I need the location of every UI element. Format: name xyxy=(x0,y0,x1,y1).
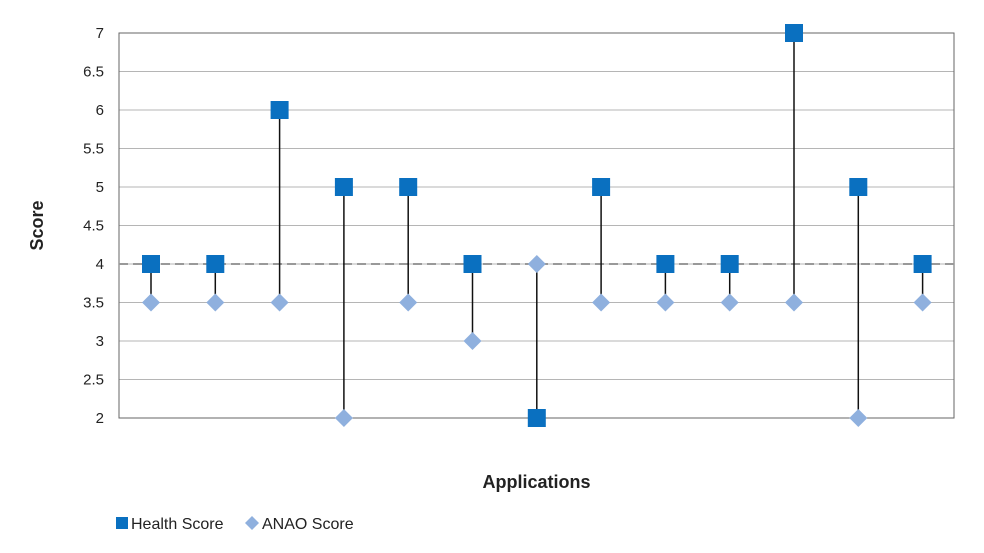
health-score-point xyxy=(270,101,289,119)
anao-score-point xyxy=(913,293,932,312)
x-axis-title: Applications xyxy=(482,472,590,492)
anao-score-point xyxy=(463,332,482,350)
y-tick-label: 5 xyxy=(96,179,104,196)
y-tick-label: 6 xyxy=(96,102,104,119)
anao-score-point xyxy=(399,293,418,312)
health-score-point xyxy=(849,178,868,196)
legend-anao-marker xyxy=(245,516,259,530)
health-score-point xyxy=(720,255,739,273)
y-tick-label: 5.5 xyxy=(83,141,104,158)
health-score-point xyxy=(334,178,353,196)
legend-health-label: Health Score xyxy=(131,516,224,533)
legend-health-marker xyxy=(116,517,128,529)
anao-score-point xyxy=(785,293,803,312)
y-tick-label: 2 xyxy=(96,410,104,427)
y-tick-label: 4.5 xyxy=(83,218,104,235)
y-tick-label: 3 xyxy=(96,333,104,350)
y-tick-label: 6.5 xyxy=(83,64,104,81)
y-tick-label: 2.5 xyxy=(83,372,104,389)
health-score-point xyxy=(785,24,803,42)
health-score-point xyxy=(527,409,546,427)
anao-score-point xyxy=(527,255,546,273)
y-tick-label: 4 xyxy=(96,256,104,273)
y-axis-title: Score xyxy=(27,200,47,250)
anao-score-point xyxy=(270,293,289,312)
health-score-point xyxy=(656,255,675,273)
health-score-point xyxy=(399,178,418,196)
anao-score-point xyxy=(142,293,160,312)
health-score-point xyxy=(142,255,160,273)
health-score-point xyxy=(592,178,611,196)
anao-score-point xyxy=(656,293,675,312)
data-markers xyxy=(142,24,932,427)
y-axis-ticks: 2 2.5 3 3.5 4 4.5 5 5.5 6 6.5 7 xyxy=(83,25,104,427)
gridlines xyxy=(119,71,954,380)
anao-score-point xyxy=(592,293,611,312)
y-tick-label: 3.5 xyxy=(83,295,104,312)
health-score-point xyxy=(913,255,932,273)
anao-score-point xyxy=(849,409,868,427)
health-score-point xyxy=(463,255,482,273)
legend-anao-label: ANAO Score xyxy=(262,516,354,533)
y-tick-label: 7 xyxy=(96,25,104,42)
anao-score-point xyxy=(334,409,353,427)
health-score-point xyxy=(206,255,225,273)
anao-score-point xyxy=(720,293,739,312)
anao-score-point xyxy=(206,293,225,312)
legend: Health Score ANAO Score xyxy=(116,516,354,533)
